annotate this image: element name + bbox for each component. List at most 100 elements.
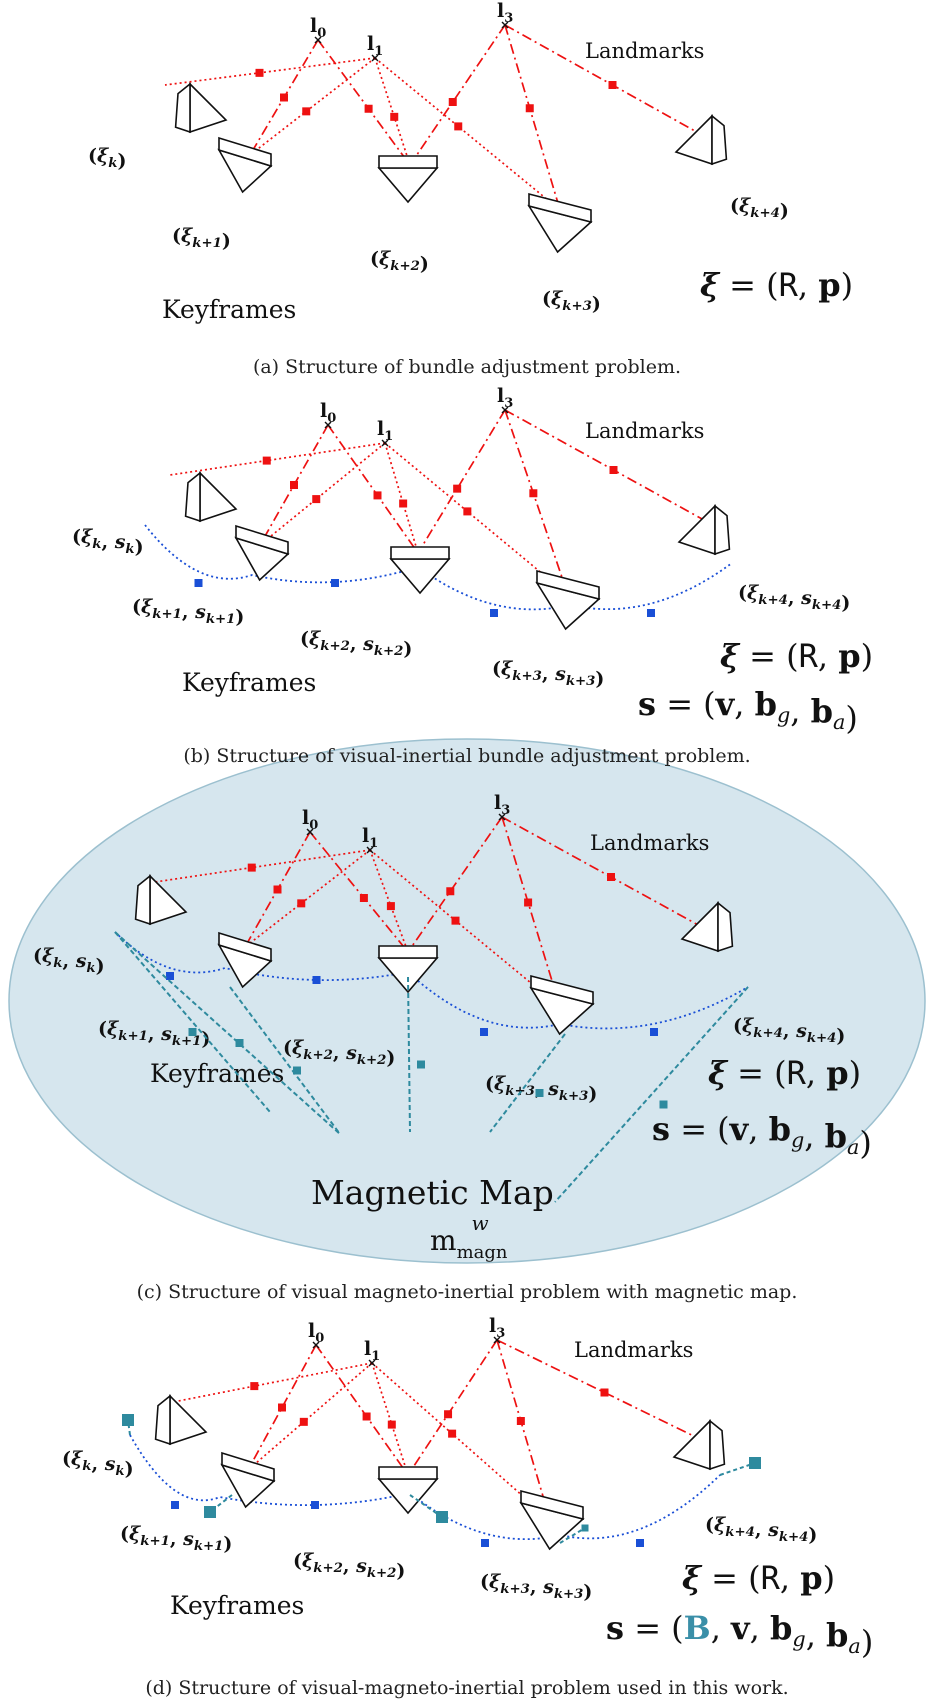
- camera-icon: [134, 874, 188, 926]
- magnetic-state-node: [581, 1524, 589, 1532]
- visual-factor-node: [451, 916, 460, 925]
- keyframe-state-label: (ξk+2, sk+2): [300, 628, 412, 660]
- keyframes-label: Keyframes: [162, 295, 296, 324]
- inertial-factor-node: [311, 1501, 319, 1509]
- visual-factor-edge: [369, 849, 561, 1008]
- magnetic-factor-node: [188, 1028, 197, 1036]
- visual-factor-edge: [327, 424, 419, 554]
- visual-factor-node: [362, 1412, 371, 1421]
- camera-icon: [217, 931, 273, 989]
- visual-factor-edge: [384, 442, 419, 554]
- visual-factor-node: [446, 887, 455, 896]
- visual-factor-node: [280, 93, 288, 102]
- caption-b: (b) Structure of visual-inertial bundle …: [183, 745, 750, 767]
- visual-factor-edge: [409, 24, 506, 166]
- visual-factor-edge: [417, 409, 506, 554]
- keyframe-state-label: (ξk+1, sk+1): [132, 596, 244, 628]
- magnetic-factor-node: [235, 1039, 244, 1047]
- magnetic-factor-node: [417, 1060, 425, 1069]
- keyframe-state-label: (ξk, sk): [33, 945, 105, 977]
- keyframe-state-label: (ξk, sk): [72, 526, 144, 558]
- visual-factor-node: [290, 481, 298, 489]
- visual-factor-edge: [374, 57, 411, 166]
- magnetic-factor-edge: [229, 986, 341, 1135]
- magnetic-state-node: [436, 1511, 448, 1523]
- landmark-marker: [501, 406, 509, 414]
- camera-icon: [377, 155, 439, 204]
- panel-b: l0 l1 l3 Landmarks Keyframes (ξk, sk) (ξk+1, s…: [72, 385, 873, 737]
- visual-factor-node: [600, 1388, 609, 1397]
- visual-factor-node: [255, 68, 264, 77]
- landmarks-label: Landmarks: [585, 419, 704, 443]
- visual-factor-edge: [407, 816, 503, 953]
- inertial-factor-node: [650, 1028, 658, 1036]
- magnetic-map-region: [8, 738, 926, 1264]
- magnetic-factor-edge: [114, 931, 341, 1135]
- visual-factor-edge: [501, 816, 561, 1008]
- magnetic-map-symbol: mmagnw: [430, 1211, 508, 1263]
- landmark-marker: [306, 828, 314, 836]
- camera-icon: [217, 136, 273, 194]
- keyframe-state-label: (ξk+2): [370, 248, 429, 275]
- camera-icon: [184, 471, 238, 523]
- camera-icon: [154, 1394, 208, 1446]
- visual-factor-node: [608, 81, 617, 89]
- keyframes-label: Keyframes: [182, 668, 316, 697]
- panel-a: l0 l1 l3 Landmarks Keyframes (ξk) (ξk+1) (ξk+2)…: [88, 0, 853, 324]
- visual-factor-node: [609, 466, 618, 474]
- visual-factor-node: [273, 885, 282, 894]
- landmark-marker: [366, 846, 374, 854]
- landmark-marker: [381, 439, 389, 447]
- landmark-marker: [371, 54, 379, 62]
- landmark-marker: [324, 421, 332, 429]
- equation-s: s = (v, bg, ba): [652, 1110, 872, 1162]
- visual-factor-node: [399, 499, 408, 508]
- equation-s: s = (B, v, bg, ba): [606, 1609, 873, 1661]
- keyframe-state-label: (ξk+2, sk+2): [293, 1550, 405, 1582]
- landmark-label: l0: [308, 1320, 324, 1346]
- landmark-label: l0: [320, 400, 336, 426]
- inertial-factor-node: [171, 1501, 179, 1509]
- magnetic-factor-edge: [127, 1419, 131, 1436]
- magnetic-factor-node: [293, 1066, 301, 1075]
- visual-factor-edge: [247, 1362, 373, 1471]
- landmarks-label: Landmarks: [590, 831, 709, 855]
- camera-icon: [527, 192, 593, 254]
- magnetic-state-node: [122, 1414, 134, 1426]
- landmark-marker: [498, 813, 506, 821]
- camera-icon: [680, 901, 734, 953]
- visual-factor-edge: [157, 1362, 373, 1406]
- camera-icon: [377, 945, 439, 994]
- keyframe-state-label: (ξk, sk): [62, 1448, 134, 1480]
- magnetic-factor-edge: [489, 1033, 566, 1133]
- visual-factor-node: [516, 1417, 525, 1425]
- keyframes-label: Keyframes: [170, 1591, 304, 1620]
- keyframe-state-label: (ξk+4, sk+4): [705, 1514, 817, 1546]
- visual-factor-node: [463, 507, 472, 516]
- visual-factor-node: [278, 1403, 286, 1412]
- visual-factor-node: [529, 489, 538, 498]
- visual-factor-edge: [371, 1362, 409, 1476]
- keyframe-state-label: (ξk): [88, 145, 126, 172]
- visual-factor-node: [524, 898, 533, 907]
- inertial-factor-node: [166, 972, 174, 980]
- camera-icon: [220, 1451, 276, 1509]
- visual-factor-edge: [504, 409, 569, 596]
- camera-icon: [672, 1419, 726, 1471]
- visual-factor-edge: [154, 849, 371, 883]
- equation-xi: ξ = (R, p): [708, 1054, 861, 1092]
- keyframe-state-label: (ξk+1): [172, 225, 231, 252]
- magnetic-factor-node: [535, 1089, 544, 1097]
- visual-factor-node: [390, 112, 399, 121]
- visual-factor-node: [387, 1420, 396, 1429]
- inertial-factor-node: [481, 1539, 489, 1547]
- keyframe-state-label: (ξk+1, sk+1): [120, 1523, 232, 1555]
- inertial-factor-node: [636, 1539, 644, 1547]
- landmark-label: l1: [377, 418, 393, 444]
- magnetic-factor-node: [659, 1100, 668, 1109]
- landmark-marker: [312, 1341, 320, 1349]
- caption-d: (d) Structure of visual-magneto-inertial…: [145, 1677, 788, 1699]
- visual-factor-edge: [244, 849, 371, 948]
- visual-factor-node: [302, 107, 311, 116]
- inertial-factor-node: [194, 579, 203, 587]
